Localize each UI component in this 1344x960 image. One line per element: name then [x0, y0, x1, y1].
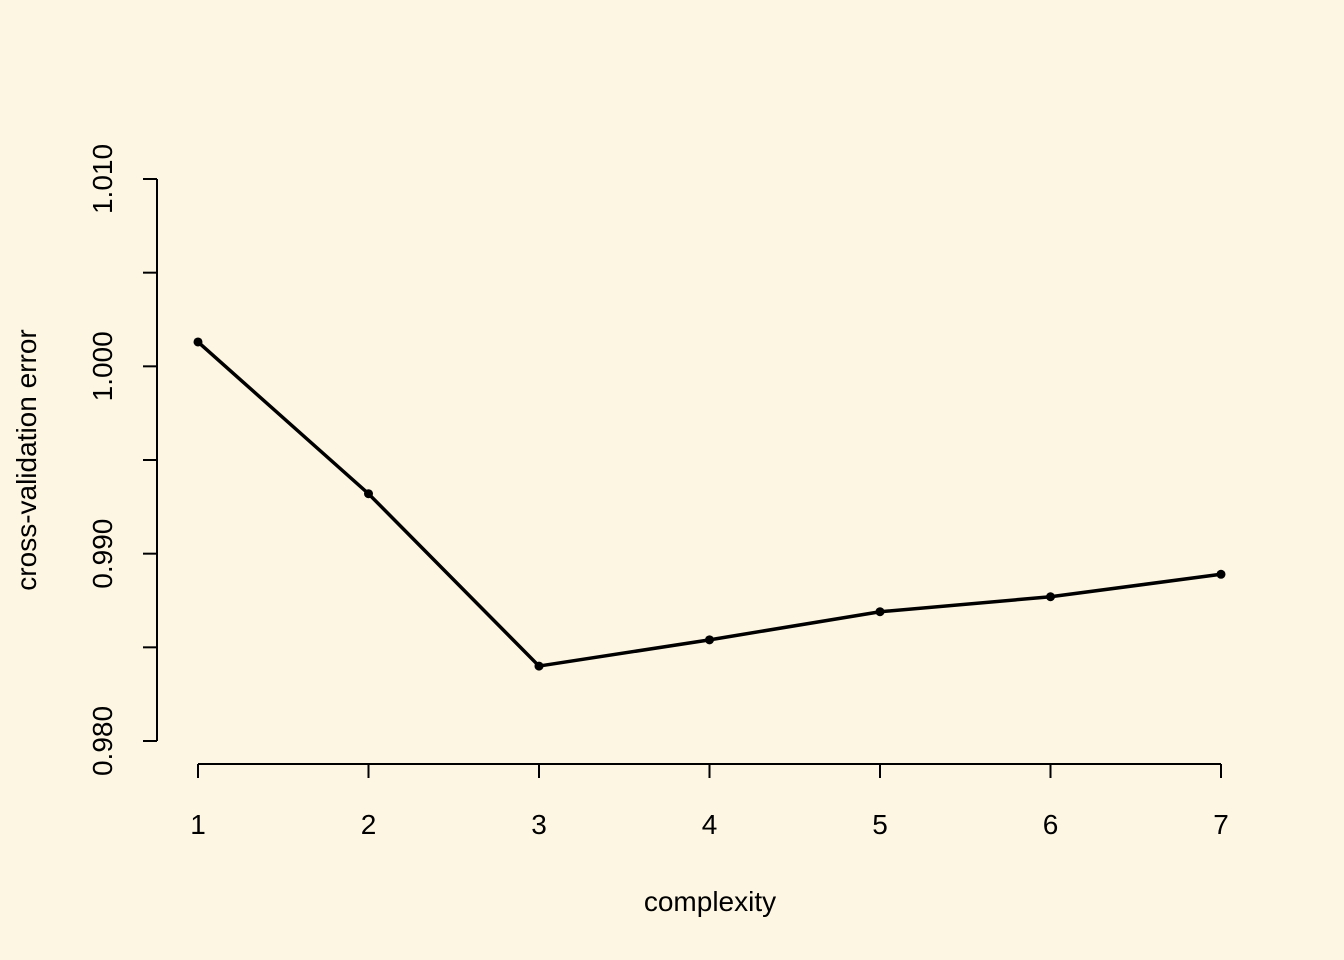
- data-point: [875, 607, 885, 617]
- y-tick-label: 0.980: [87, 706, 118, 776]
- x-tick-label: 1: [190, 809, 206, 840]
- data-point: [1216, 569, 1226, 579]
- data-point: [364, 489, 373, 499]
- x-tick-label: 3: [531, 809, 547, 840]
- data-point: [193, 337, 203, 347]
- y-tick-label: 1.010: [87, 144, 118, 214]
- y-tick-label: 1.000: [87, 331, 118, 401]
- x-tick-label: 4: [702, 809, 718, 840]
- x-tick-label: 2: [361, 809, 377, 840]
- y-axis: 0.980 0.990 1.000 1.010: [87, 144, 158, 776]
- y-axis-title: cross-validation error: [11, 329, 42, 590]
- x-axis: 1 2 3 4 5 6 7: [190, 763, 1229, 840]
- series-line: [196, 340, 1222, 668]
- data-point: [705, 635, 714, 645]
- data-point: [534, 661, 544, 671]
- x-tick-label: 7: [1213, 809, 1229, 840]
- x-tick-label: 5: [872, 809, 888, 840]
- data-point: [1046, 592, 1055, 602]
- x-tick-label: 6: [1043, 809, 1059, 840]
- plot-area: [193, 337, 1226, 671]
- x-axis-title: complexity: [644, 886, 776, 917]
- y-tick-label: 0.990: [87, 519, 118, 589]
